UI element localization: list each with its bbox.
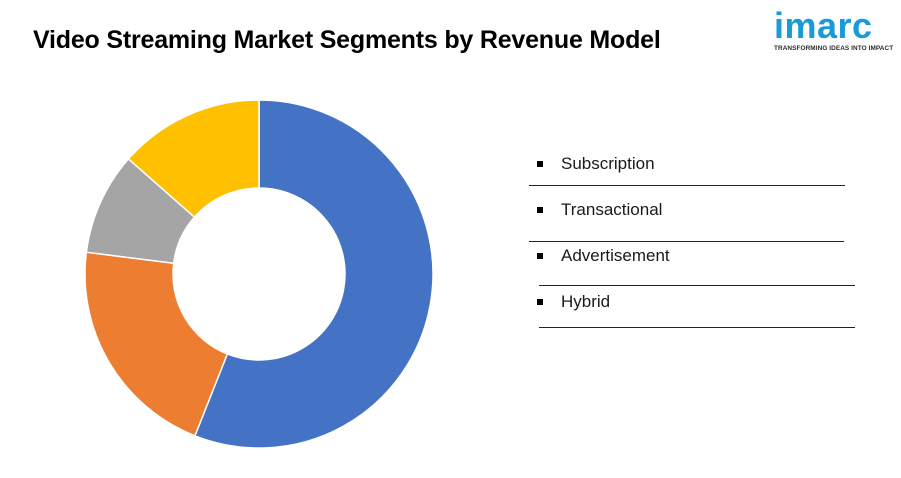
legend-marker-icon (537, 161, 543, 167)
logo-tagline: TRANSFORMING IDEAS INTO IMPACT (774, 45, 894, 52)
legend-item-advertisement: Advertisement (537, 246, 670, 266)
legend-label: Hybrid (561, 292, 611, 311)
legend-marker-icon (537, 299, 543, 305)
legend-item-subscription: Subscription (537, 154, 655, 174)
donut-slice-hybrid (127, 99, 260, 219)
legend-item-hybrid: Hybrid (537, 292, 610, 312)
legend-label: Advertisement (561, 246, 670, 265)
legend-marker-icon (537, 253, 543, 259)
legend-divider (539, 327, 855, 328)
legend-label: Subscription (561, 154, 655, 173)
chart-title: Video Streaming Market Segments by Reven… (33, 26, 661, 54)
legend-divider (539, 285, 855, 286)
legend-divider (529, 185, 845, 186)
donut-slice-subscription (193, 99, 434, 449)
imarc-logo: imarc TRANSFORMING IDEAS INTO IMPACT (768, 4, 896, 60)
legend-item-transactional: Transactional (537, 200, 662, 220)
donut-slice-transactional (84, 251, 229, 437)
logo-wordmark: imarc (774, 5, 873, 46)
legend-divider (529, 241, 844, 242)
legend-marker-icon (537, 207, 543, 213)
legend-label: Transactional (561, 200, 663, 219)
